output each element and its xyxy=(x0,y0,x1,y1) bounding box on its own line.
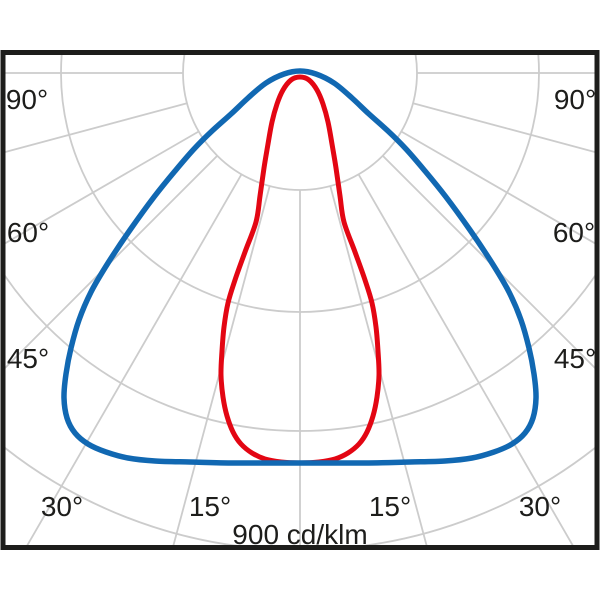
angle-label-0: 90° xyxy=(6,84,48,115)
wide-beam-curve xyxy=(61,68,539,466)
angle-label-9: 15° xyxy=(369,491,411,522)
intensity-curves xyxy=(61,68,539,466)
grid-radial-45deg xyxy=(382,155,595,369)
grid-ring-225 xyxy=(182,55,418,191)
grid-radial--30deg xyxy=(26,173,243,546)
grid-radial--75deg xyxy=(5,102,188,153)
grid-radial-60deg xyxy=(400,130,595,245)
axis-labels: 90° 90° 60° 60° 45° 45° 30° 30° 15° 15°900 cd/klm xyxy=(6,84,596,550)
angle-label-7: 30° xyxy=(519,491,561,522)
frame-rect xyxy=(0,50,600,550)
angle-label-2: 60° xyxy=(7,217,49,248)
angle-label-8: 15° xyxy=(189,491,231,522)
grid-radial-15deg xyxy=(329,185,428,546)
chart-frame xyxy=(0,50,600,550)
grid-radial--15deg xyxy=(172,185,271,546)
angle-label-3: 60° xyxy=(553,217,595,248)
grid-radial--45deg xyxy=(5,155,218,369)
grid-radial-75deg xyxy=(412,102,595,153)
angle-label-5: 45° xyxy=(554,343,596,374)
grid-radial--60deg xyxy=(5,130,200,245)
unit-caption: 900 cd/klm xyxy=(232,519,367,550)
angle-label-6: 30° xyxy=(41,491,83,522)
polar-grid-radials xyxy=(5,72,595,546)
angle-label-1: 90° xyxy=(554,84,596,115)
grid-radial-30deg xyxy=(357,173,574,546)
angle-label-4: 45° xyxy=(7,343,49,374)
